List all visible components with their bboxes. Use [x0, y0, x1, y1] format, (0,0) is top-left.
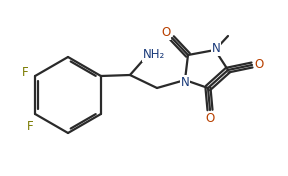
- Text: F: F: [27, 120, 33, 133]
- Text: O: O: [161, 27, 170, 39]
- Text: O: O: [205, 112, 215, 125]
- Text: N: N: [181, 76, 190, 89]
- Text: N: N: [212, 42, 220, 55]
- Text: O: O: [254, 58, 264, 71]
- Text: F: F: [22, 65, 29, 78]
- Text: NH₂: NH₂: [143, 49, 165, 61]
